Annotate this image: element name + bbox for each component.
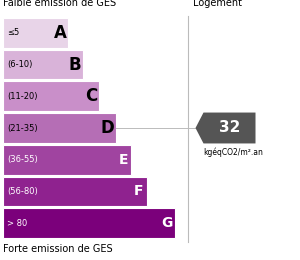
Text: (21-35): (21-35) [7, 124, 38, 133]
Polygon shape [196, 113, 256, 144]
Text: > 80: > 80 [7, 219, 27, 228]
Text: D: D [101, 119, 114, 137]
Text: Faible emission de GES: Faible emission de GES [3, 0, 116, 8]
Bar [3, 81, 99, 111]
Bar [3, 50, 83, 79]
Text: (36-55): (36-55) [7, 155, 38, 164]
Text: F: F [134, 184, 144, 198]
Text: (11-20): (11-20) [7, 92, 38, 101]
Text: ≤5: ≤5 [7, 28, 19, 37]
Text: kgéqCO2/m².an: kgéqCO2/m².an [203, 147, 263, 157]
Text: 32: 32 [219, 120, 240, 135]
Text: B: B [69, 56, 82, 74]
Bar [3, 208, 175, 238]
Text: E: E [118, 153, 128, 167]
Text: G: G [161, 216, 172, 230]
Text: A: A [54, 24, 67, 42]
Bar [3, 18, 68, 48]
Text: (56-80): (56-80) [7, 187, 38, 196]
Bar [3, 177, 147, 206]
Text: C: C [85, 87, 97, 105]
Text: Forte emission de GES: Forte emission de GES [3, 244, 112, 254]
Bar [3, 145, 131, 174]
Bar [3, 113, 116, 143]
Text: (6-10): (6-10) [7, 60, 32, 69]
Text: Logement: Logement [193, 0, 242, 8]
